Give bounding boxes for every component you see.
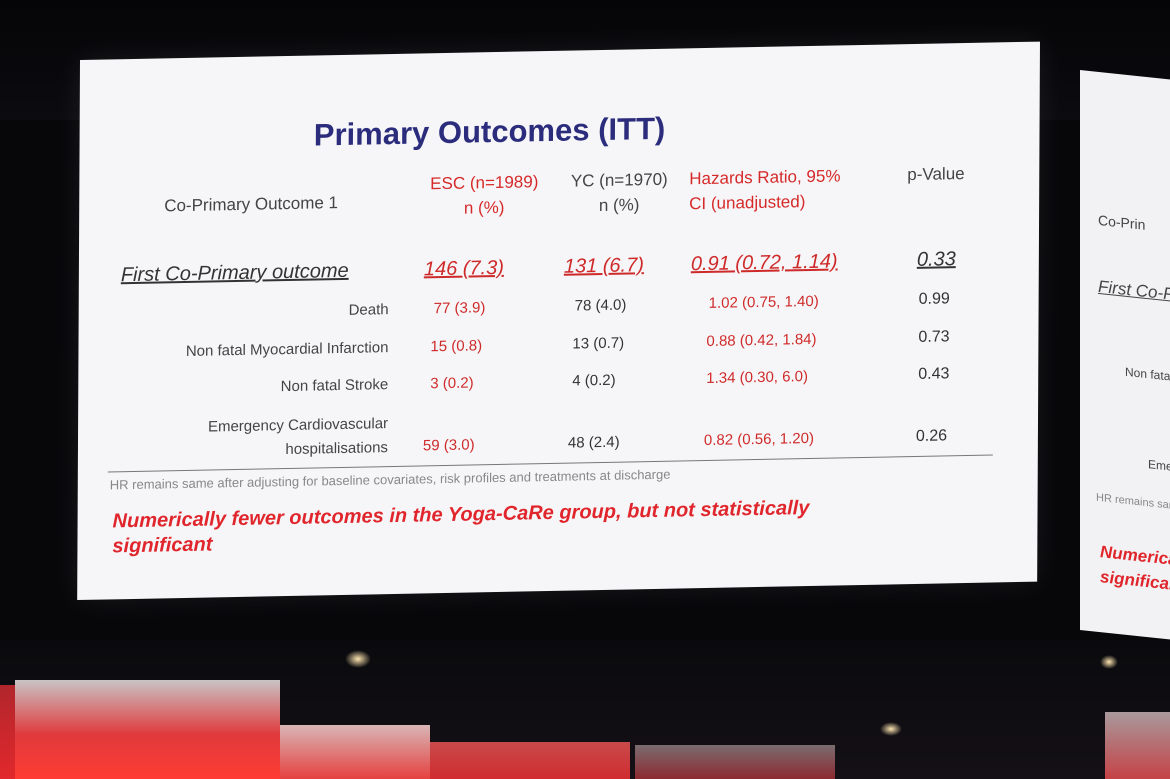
stage-light <box>345 650 371 668</box>
header-outcome-label: Co-Primary Outcome 1 <box>164 193 339 216</box>
stage-light <box>1100 655 1118 669</box>
first-row-p: 0.33 <box>916 248 956 271</box>
header-hazards-ratio: Hazards Ratio, 95% CI (unadjusted) <box>689 162 889 216</box>
first-row-esc: 146 (7.3) <box>423 256 504 281</box>
row-death-yc: 78 (4.0) <box>574 296 627 315</box>
row-label-mi: Non fatal Myocardial Infarction <box>185 339 389 360</box>
side-text: significan <box>1100 567 1170 595</box>
side-text: Eme <box>1148 457 1170 474</box>
row-stroke-esc: 3 (0.2) <box>430 374 474 393</box>
projection-slide: Primary Outcomes (ITT) Co-Primary Outcom… <box>77 41 1040 601</box>
row-death-esc: 77 (3.9) <box>433 299 486 318</box>
row-death-hr: 1.02 (0.75, 1.40) <box>708 292 819 312</box>
row-hosp-yc: 48 (2.4) <box>567 433 620 452</box>
header-esc: ESC (n=1989) n (%) <box>419 169 549 222</box>
header-yc-line1: YC (n=1970) <box>570 169 668 191</box>
side-projection-screen: Co-Prin First Co-P Non fata Eme HR remai… <box>1080 70 1170 643</box>
side-text: Numerica <box>1100 542 1170 570</box>
stage-red-panel <box>635 745 835 779</box>
row-mi-yc: 13 (0.7) <box>572 334 625 353</box>
row-label-hosp-line2: hospitalisations <box>285 439 388 459</box>
row-stroke-hr: 1.34 (0.30, 6.0) <box>706 368 809 387</box>
stage-red-panel <box>430 742 630 779</box>
row-death-p: 0.99 <box>918 290 950 308</box>
row-hosp-p: 0.26 <box>915 427 948 445</box>
conclusion-text: Numerically fewer outcomes in the Yoga-C… <box>112 494 912 559</box>
row-mi-hr: 0.88 (0.42, 1.84) <box>706 330 817 350</box>
side-text: First Co-P <box>1098 276 1170 304</box>
row-label-hospitalisations: Emergency Cardiovascular hospitalisation… <box>138 412 388 465</box>
stage-red-panel <box>15 680 280 779</box>
row-stroke-p: 0.43 <box>918 365 950 383</box>
header-esc-line2: n (%) <box>463 197 505 218</box>
slide-title: Primary Outcomes (ITT) <box>313 110 666 153</box>
stage-light <box>880 722 902 736</box>
header-hr-line2: CI (unadjusted) <box>689 192 806 214</box>
side-text: HR remains sam <box>1096 491 1170 513</box>
side-text: Non fata <box>1125 364 1170 384</box>
first-row-label: First Co-Primary outcome <box>120 259 349 287</box>
row-mi-esc: 15 (0.8) <box>430 337 483 356</box>
row-stroke-yc: 4 (0.2) <box>572 371 616 390</box>
header-p-value: p-Value <box>907 164 965 185</box>
row-label-death: Death <box>348 301 389 319</box>
stage-red-panel <box>280 725 430 779</box>
first-row-yc: 131 (6.7) <box>563 254 644 278</box>
row-label-stroke: Non fatal Stroke <box>280 376 389 396</box>
header-esc-line1: ESC (n=1989) <box>430 172 539 194</box>
row-hosp-hr: 0.82 (0.56, 1.20) <box>703 429 815 450</box>
header-hr-line1: Hazards Ratio, 95% <box>689 166 841 189</box>
stage-red-panel <box>1105 712 1170 779</box>
row-hosp-esc: 59 (3.0) <box>422 436 475 455</box>
header-yc-line2: n (%) <box>598 195 640 216</box>
first-row-hr: 0.91 (0.72, 1.14) <box>690 250 838 276</box>
row-mi-p: 0.73 <box>918 328 950 346</box>
side-text: Co-Prin <box>1098 211 1146 233</box>
header-yc: YC (n=1970) n (%) <box>559 166 679 218</box>
